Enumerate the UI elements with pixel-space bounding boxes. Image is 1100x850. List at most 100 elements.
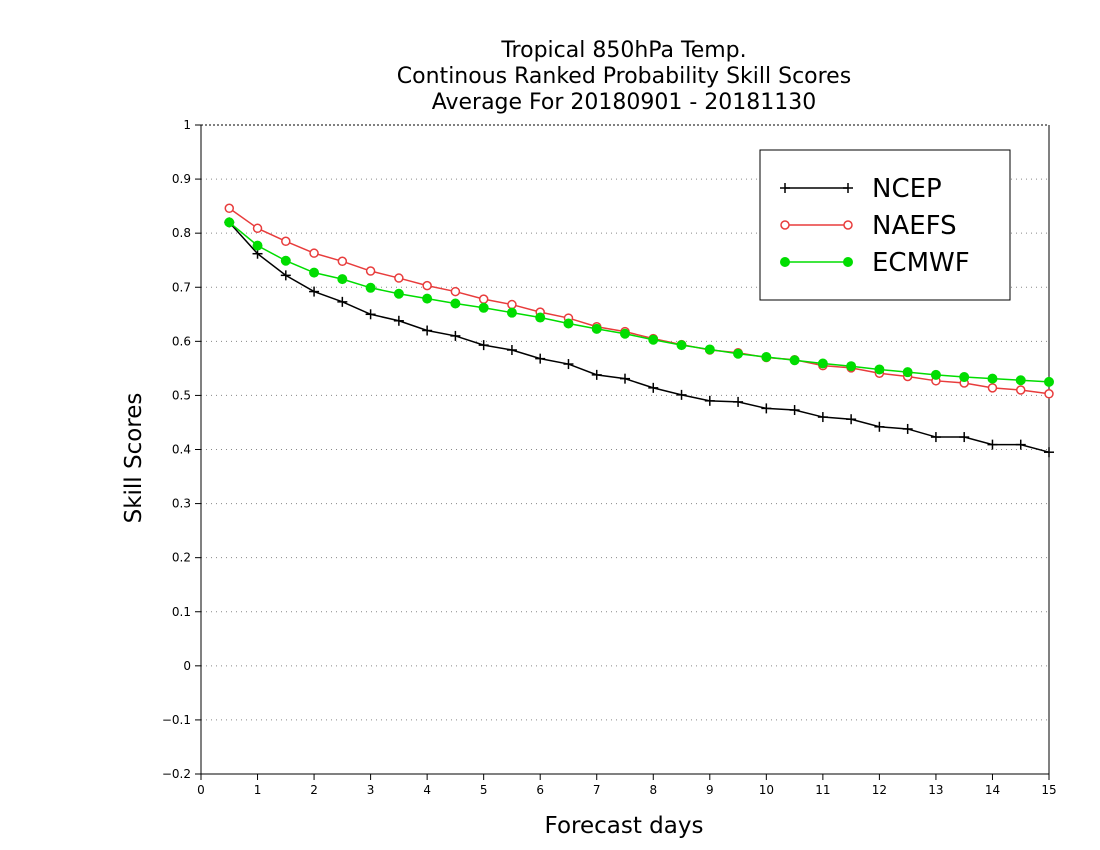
- legend-item-ncep: NCEP: [780, 174, 942, 204]
- data-point-naefs: [450, 286, 461, 297]
- legend: NCEP NAEFS ECMWF: [759, 149, 1011, 301]
- y-tick-label: 1: [183, 118, 191, 132]
- data-point-naefs: [394, 273, 404, 283]
- data-point-ncep: [761, 403, 772, 414]
- data-point-ecmwf: [280, 255, 291, 266]
- data-point-ncep: [365, 309, 376, 320]
- y-tick-label: −0.1: [162, 713, 191, 727]
- data-point-ncep: [422, 325, 433, 336]
- data-point-naefs: [337, 256, 348, 267]
- y-tick-label: 0.7: [172, 280, 191, 294]
- data-point-ncep: [563, 359, 574, 370]
- y-tick-label: 0.3: [172, 497, 191, 511]
- data-point-ecmwf: [535, 312, 546, 323]
- x-tick-label: 7: [593, 783, 601, 797]
- legend-marker: [843, 257, 853, 267]
- data-point-ecmwf: [874, 364, 885, 375]
- data-point-ecmwf: [506, 307, 517, 318]
- data-point-ncep: [535, 353, 546, 364]
- y-tick-label: −0.2: [162, 767, 191, 781]
- data-point-ecmwf: [733, 348, 744, 359]
- y-tick-label: 0.9: [172, 172, 191, 186]
- data-point-ecmwf: [1015, 375, 1026, 386]
- data-point-ncep: [817, 412, 828, 423]
- x-tick-label: 11: [815, 783, 830, 797]
- x-tick-label: 3: [367, 783, 375, 797]
- data-point-ecmwf: [422, 293, 433, 304]
- data-point-ecmwf: [309, 267, 320, 278]
- legend-label-naefs: NAEFS: [872, 211, 957, 241]
- data-point-ncep: [733, 396, 744, 407]
- data-point-ncep: [874, 421, 885, 432]
- series-ecmwf: [224, 217, 1054, 387]
- data-point-ncep: [704, 395, 715, 406]
- series-line-ncep: [228, 221, 1050, 453]
- y-axis-title: Skill Scores: [121, 393, 147, 524]
- x-tick-label: 6: [536, 783, 544, 797]
- legend-item-ecmwf: ECMWF: [780, 248, 970, 278]
- legend-marker: [843, 183, 853, 193]
- data-point-ncep: [620, 373, 630, 384]
- data-point-ecmwf: [563, 318, 574, 329]
- data-point-naefs: [281, 236, 291, 247]
- x-tick-label: 4: [423, 783, 431, 797]
- x-tick-label: 8: [649, 783, 657, 797]
- x-tick-label: 13: [928, 783, 943, 797]
- chart-title-line-2: Continous Ranked Probability Skill Score…: [397, 64, 851, 89]
- data-point-ncep: [959, 432, 970, 443]
- data-point-ncep: [987, 439, 998, 450]
- data-point-ncep: [506, 344, 517, 355]
- data-point-ecmwf: [393, 288, 404, 299]
- x-tick-label: 10: [759, 783, 774, 797]
- data-point-ecmwf: [365, 282, 376, 293]
- data-point-ncep: [450, 330, 461, 341]
- data-point-ecmwf: [817, 358, 828, 369]
- data-point-ncep: [902, 423, 913, 434]
- data-point-naefs: [478, 294, 489, 304]
- legend-label-ecmwf: ECMWF: [872, 248, 970, 278]
- data-point-ncep: [1015, 439, 1026, 450]
- data-point-ncep: [280, 270, 291, 281]
- legend-marker: [780, 183, 790, 193]
- data-point-ecmwf: [648, 334, 659, 345]
- y-tick-label: 0: [183, 659, 191, 673]
- x-tick-label: 15: [1041, 783, 1056, 797]
- data-point-ecmwf: [620, 328, 630, 339]
- data-point-ncep: [676, 389, 687, 400]
- data-point-ecmwf: [902, 367, 913, 378]
- y-tick-label: 0.5: [172, 388, 191, 402]
- y-tick-label: 0.6: [172, 334, 191, 348]
- data-point-naefs: [252, 223, 263, 234]
- data-point-ncep: [337, 296, 348, 307]
- data-point-ecmwf: [987, 373, 998, 384]
- chart-title-line-3: Average For 20180901 - 20181130: [432, 90, 817, 115]
- series-layer: [224, 203, 1054, 458]
- x-tick-label: 5: [480, 783, 488, 797]
- data-point-naefs: [309, 248, 319, 258]
- data-point-naefs: [224, 203, 235, 214]
- x-tick-label: 12: [872, 783, 887, 797]
- data-point-naefs: [422, 280, 432, 291]
- data-point-naefs: [1044, 389, 1054, 399]
- data-point-ncep: [478, 340, 489, 351]
- y-tick-label: 0.2: [172, 551, 191, 565]
- data-point-ecmwf: [450, 298, 461, 309]
- chart-title-line-1: Tropical 850hPa Temp.: [500, 38, 746, 63]
- legend-label-ncep: NCEP: [872, 174, 942, 204]
- x-tick-label: 9: [706, 783, 714, 797]
- data-point-ncep: [1044, 447, 1054, 458]
- data-point-ecmwf: [1044, 376, 1054, 387]
- data-point-ecmwf: [704, 344, 715, 355]
- data-point-ncep: [591, 369, 602, 380]
- data-point-naefs: [365, 266, 376, 276]
- series-ncep: [224, 217, 1054, 458]
- legend-item-naefs: NAEFS: [780, 211, 957, 241]
- data-point-ecmwf: [959, 372, 970, 383]
- legend-marker: [780, 220, 790, 230]
- data-point-ecmwf: [337, 274, 348, 285]
- data-point-ecmwf: [761, 352, 772, 363]
- data-point-ecmwf: [252, 240, 263, 251]
- x-axis-title: Forecast days: [545, 813, 704, 839]
- x-tick-label: 2: [310, 783, 318, 797]
